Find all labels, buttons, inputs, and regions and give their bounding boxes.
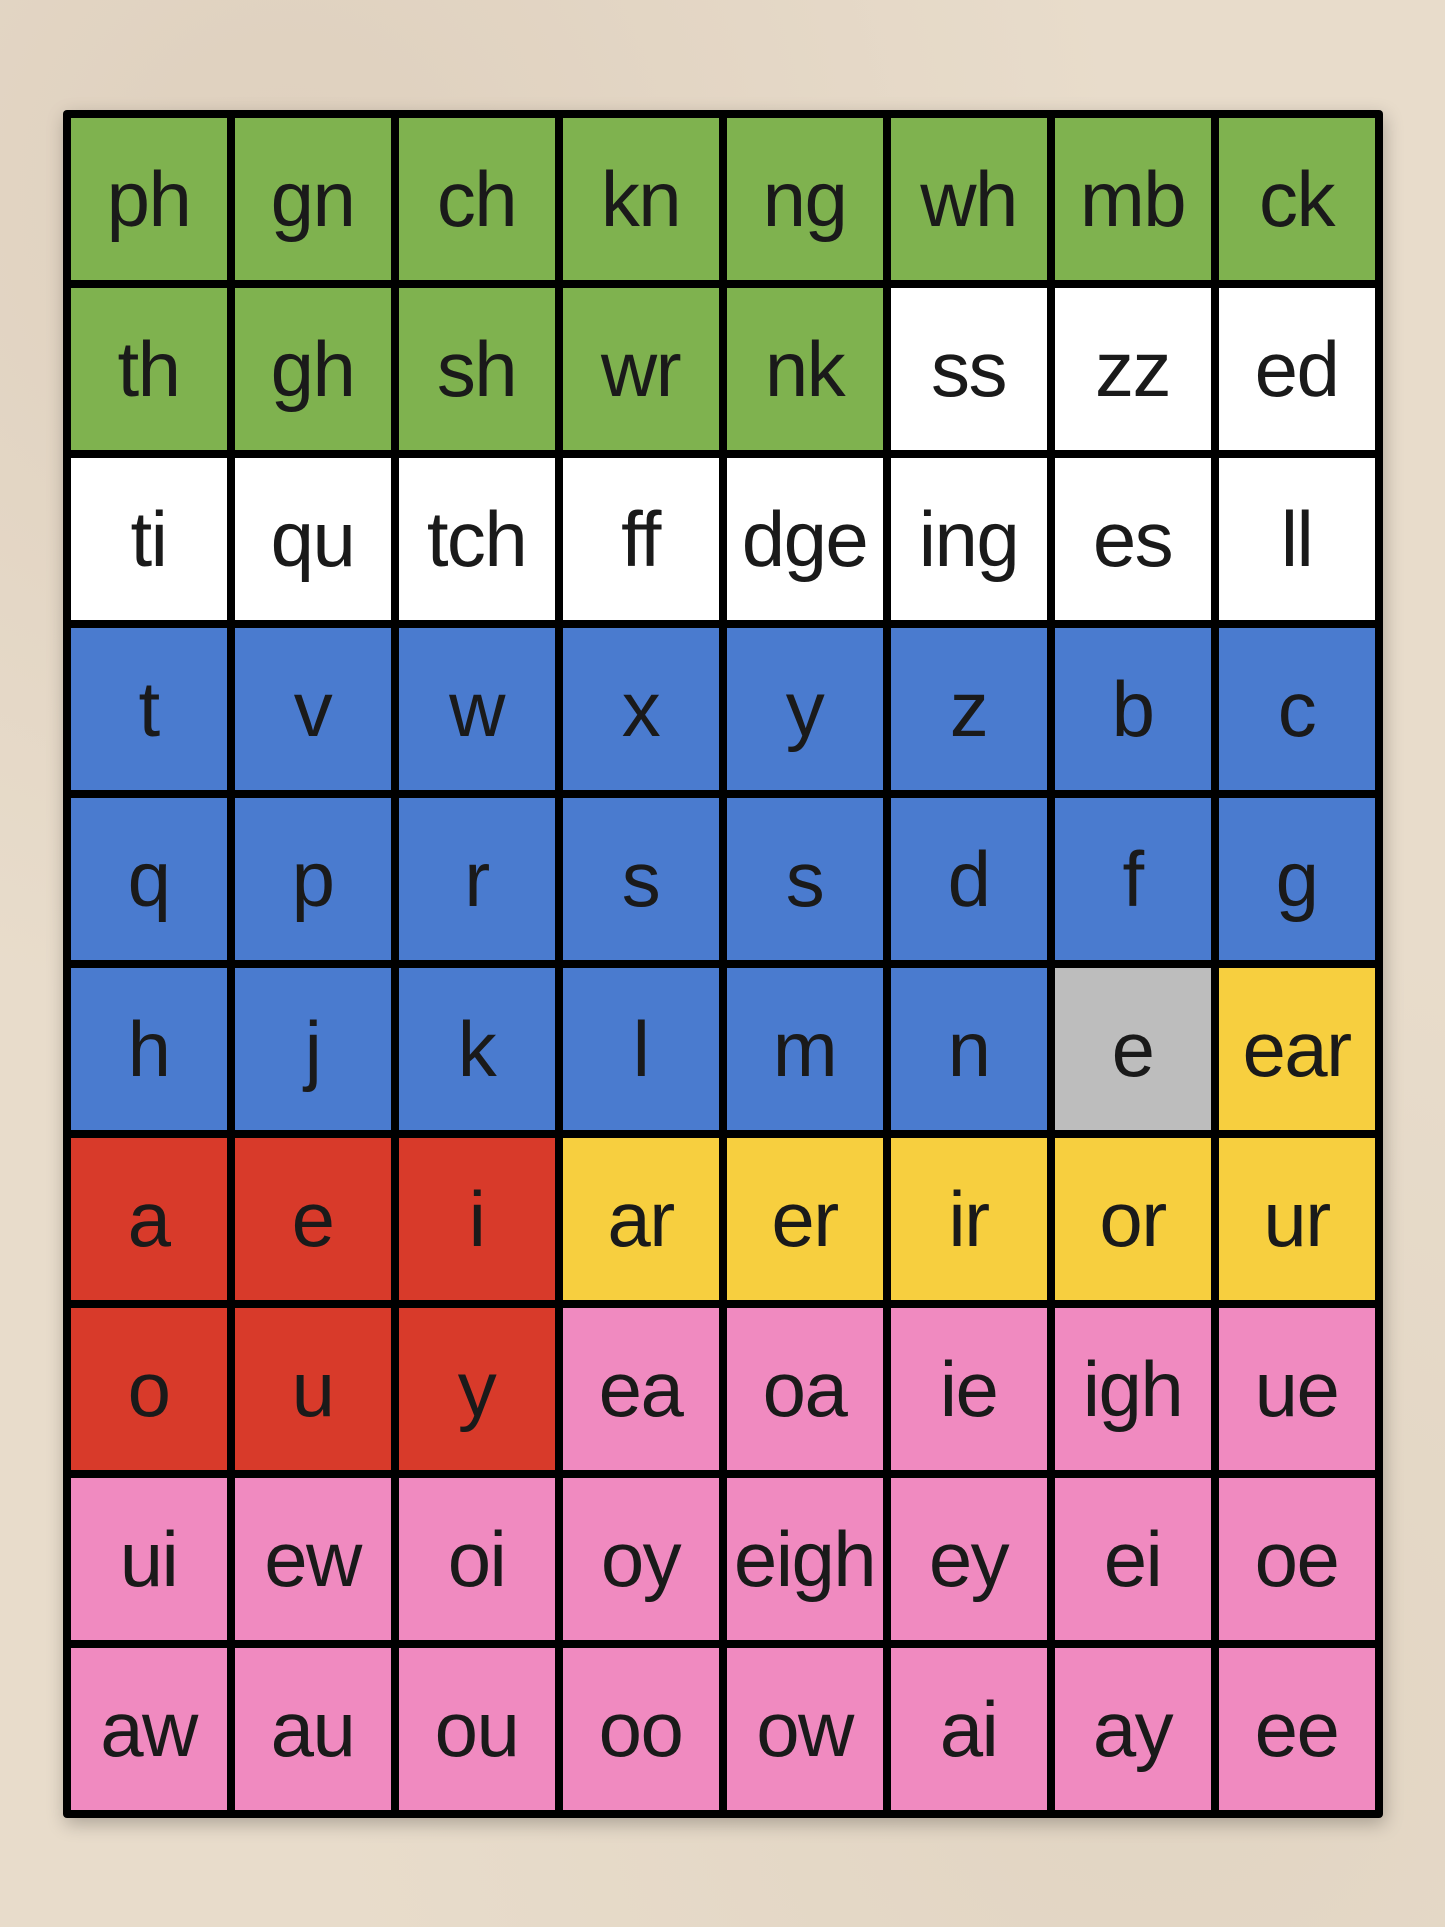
cell-3-0: t [71,628,227,790]
phonics-grid: phgnchknngwhmbckthghshwrnksszzedtiqutchf… [71,118,1375,1810]
cell-3-2: w [399,628,555,790]
cell-7-4: oa [727,1308,883,1470]
cell-5-5: n [891,968,1047,1130]
cell-6-2: i [399,1138,555,1300]
cell-4-6: f [1055,798,1211,960]
cell-3-4: y [727,628,883,790]
cell-6-3: ar [563,1138,719,1300]
cell-5-3: l [563,968,719,1130]
cell-2-2: tch [399,458,555,620]
cell-9-0: aw [71,1648,227,1810]
cell-3-1: v [235,628,391,790]
cell-1-7: ed [1219,288,1375,450]
cell-4-7: g [1219,798,1375,960]
cell-9-2: ou [399,1648,555,1810]
cell-1-6: zz [1055,288,1211,450]
cell-9-3: oo [563,1648,719,1810]
phonics-grid-wrap: phgnchknngwhmbckthghshwrnksszzedtiqutchf… [63,110,1383,1818]
cell-7-3: ea [563,1308,719,1470]
cell-2-1: qu [235,458,391,620]
cell-3-3: x [563,628,719,790]
cell-1-0: th [71,288,227,450]
cell-6-6: or [1055,1138,1211,1300]
cell-6-7: ur [1219,1138,1375,1300]
cell-0-2: ch [399,118,555,280]
cell-8-3: oy [563,1478,719,1640]
cell-2-5: ing [891,458,1047,620]
cell-0-7: ck [1219,118,1375,280]
cell-0-3: kn [563,118,719,280]
cell-6-4: er [727,1138,883,1300]
cell-4-4: s [727,798,883,960]
cell-1-3: wr [563,288,719,450]
cell-0-6: mb [1055,118,1211,280]
cell-5-4: m [727,968,883,1130]
cell-8-4: eigh [727,1478,883,1640]
cell-2-3: ff [563,458,719,620]
cell-7-2: y [399,1308,555,1470]
cell-1-4: nk [727,288,883,450]
cell-3-7: c [1219,628,1375,790]
cell-5-2: k [399,968,555,1130]
cell-7-5: ie [891,1308,1047,1470]
cell-9-5: ai [891,1648,1047,1810]
cell-3-5: z [891,628,1047,790]
cell-3-6: b [1055,628,1211,790]
cell-6-0: a [71,1138,227,1300]
cell-7-1: u [235,1308,391,1470]
cell-5-6: e [1055,968,1211,1130]
cell-8-7: oe [1219,1478,1375,1640]
cell-5-1: j [235,968,391,1130]
cell-1-1: gh [235,288,391,450]
cell-0-1: gn [235,118,391,280]
cell-4-2: r [399,798,555,960]
cell-8-6: ei [1055,1478,1211,1640]
cell-2-4: dge [727,458,883,620]
cell-9-6: ay [1055,1648,1211,1810]
cell-9-1: au [235,1648,391,1810]
cell-8-0: ui [71,1478,227,1640]
cell-2-0: ti [71,458,227,620]
cell-4-0: q [71,798,227,960]
cell-4-3: s [563,798,719,960]
cell-8-2: oi [399,1478,555,1640]
cell-9-7: ee [1219,1648,1375,1810]
cell-0-5: wh [891,118,1047,280]
cell-6-5: ir [891,1138,1047,1300]
cell-2-7: ll [1219,458,1375,620]
cell-7-0: o [71,1308,227,1470]
cell-2-6: es [1055,458,1211,620]
cell-6-1: e [235,1138,391,1300]
cell-0-0: ph [71,118,227,280]
cell-8-1: ew [235,1478,391,1640]
cell-0-4: ng [727,118,883,280]
cell-5-7: ear [1219,968,1375,1130]
cell-1-5: ss [891,288,1047,450]
cell-4-1: p [235,798,391,960]
cell-7-6: igh [1055,1308,1211,1470]
cell-1-2: sh [399,288,555,450]
cell-7-7: ue [1219,1308,1375,1470]
cell-8-5: ey [891,1478,1047,1640]
cell-5-0: h [71,968,227,1130]
cell-4-5: d [891,798,1047,960]
cell-9-4: ow [727,1648,883,1810]
